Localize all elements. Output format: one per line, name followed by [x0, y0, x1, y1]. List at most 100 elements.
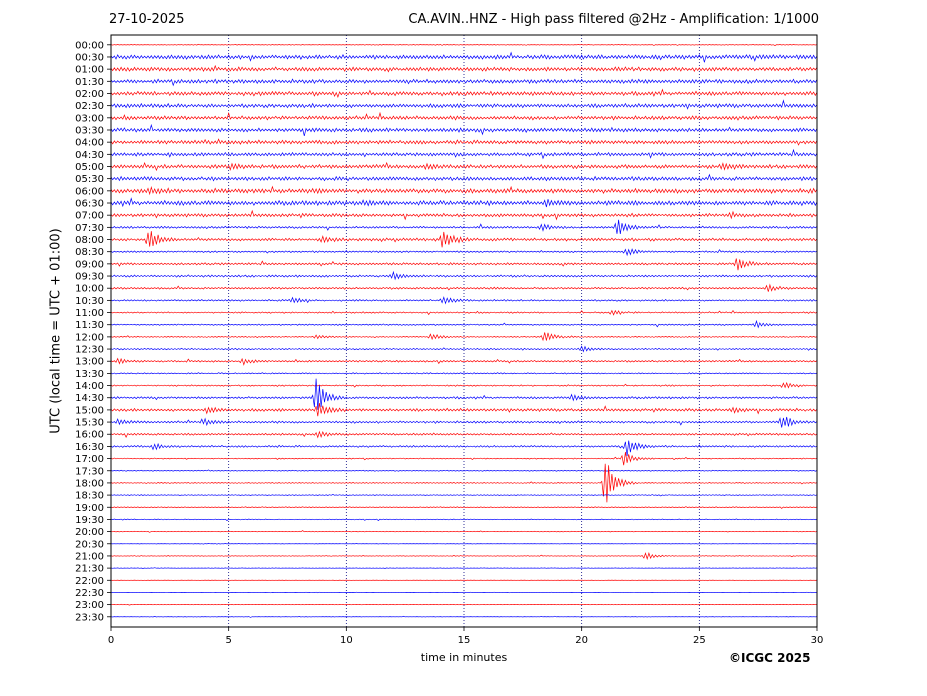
- y-tick-label: 18:00: [75, 478, 104, 489]
- y-tick-label: 19:30: [75, 515, 104, 526]
- trace-row: [110, 123, 818, 136]
- x-ticks: 0 5 10 15 20 25 30: [108, 627, 824, 646]
- y-tick-label: 23:00: [75, 600, 104, 611]
- trace-row: [110, 416, 818, 428]
- y-tick-label: 02:00: [75, 89, 104, 100]
- trace-row: [110, 88, 818, 99]
- y-tick-label: 21:30: [75, 564, 104, 575]
- y-tick-label: 11:00: [75, 308, 104, 319]
- y-tick-label: 20:30: [75, 539, 104, 550]
- trace-row: [110, 381, 818, 389]
- trace-row: [110, 111, 818, 121]
- y-tick-label: 10:00: [75, 284, 104, 295]
- y-tick-label: 08:30: [75, 247, 104, 258]
- trace-row: [110, 270, 818, 281]
- y-tick-label: 22:30: [75, 588, 104, 599]
- trace-row: [110, 248, 818, 257]
- y-tick-label: 05:00: [75, 162, 104, 173]
- trace-row: [110, 402, 818, 417]
- trace-row: [110, 209, 818, 221]
- trace-row: [110, 372, 818, 375]
- trace-row: [110, 543, 818, 545]
- y-tick-label: 14:30: [75, 393, 104, 404]
- y-tick-label: 07:00: [75, 211, 104, 222]
- trace-row: [110, 530, 818, 533]
- trace-row: [110, 283, 818, 292]
- x-tick-label: 30: [811, 635, 824, 646]
- y-tick-label: 05:30: [75, 174, 104, 185]
- trace-row: [110, 64, 818, 73]
- trace-row: [110, 43, 818, 47]
- y-tick-label: 12:00: [75, 332, 104, 343]
- y-tick-label: 18:30: [75, 491, 104, 502]
- y-tick-label: 03:30: [75, 125, 104, 136]
- y-tick-label: 08:00: [75, 235, 104, 246]
- trace-row: [110, 440, 818, 457]
- trace-row: [110, 506, 818, 509]
- x-tick-label: 0: [108, 635, 114, 646]
- trace-row: [110, 219, 818, 235]
- y-tick-label: 01:00: [75, 65, 104, 76]
- trace-row: [110, 345, 818, 353]
- trace-row: [110, 591, 818, 594]
- x-axis-label: time in minutes: [420, 651, 508, 664]
- y-tick-label: 15:30: [75, 418, 104, 429]
- x-tick-label: 5: [225, 635, 231, 646]
- trace-row: [110, 161, 818, 172]
- trace-row: [110, 469, 818, 472]
- trace-rows: [110, 43, 818, 618]
- y-tick-label: 09:00: [75, 259, 104, 270]
- y-tick-label: 02:30: [75, 101, 104, 112]
- y-tick-label: 13:00: [75, 357, 104, 368]
- y-tick-label: 06:00: [75, 186, 104, 197]
- y-tick-label: 17:00: [75, 454, 104, 465]
- trace-row: [110, 567, 818, 569]
- trace-row: [110, 185, 818, 196]
- trace-row: [110, 579, 818, 582]
- x-tick-label: 10: [340, 635, 353, 646]
- y-tick-label: 01:30: [75, 77, 104, 88]
- plot-area: [111, 35, 817, 627]
- x-tick-label: 20: [575, 635, 588, 646]
- trace-row: [110, 357, 818, 366]
- y-tick-label: 13:30: [75, 369, 104, 380]
- y-tick-label: 22:00: [75, 576, 104, 587]
- trace-row: [110, 51, 818, 63]
- y-tick-label: 04:00: [75, 138, 104, 149]
- trace-row: [110, 197, 818, 208]
- y-tick-label: 21:00: [75, 551, 104, 562]
- trace-row: [110, 258, 818, 271]
- y-tick-label: 23:30: [75, 612, 104, 623]
- y-tick-label: 00:00: [75, 40, 104, 51]
- trace-row: [110, 615, 818, 618]
- y-tick-label: 04:30: [75, 150, 104, 161]
- trace-row: [110, 309, 818, 316]
- trace-row: [110, 173, 818, 182]
- y-tick-label: 16:30: [75, 442, 104, 453]
- trace-row: [110, 603, 818, 606]
- trace-row: [110, 518, 818, 521]
- y-tick-label: 14:00: [75, 381, 104, 392]
- y-tick-label: 07:30: [75, 223, 104, 234]
- x-tick-label: 25: [693, 635, 706, 646]
- trace-row: [110, 319, 818, 329]
- trace-row: [110, 452, 818, 466]
- y-tick-label: 00:30: [75, 52, 104, 63]
- y-tick-label: 11:30: [75, 320, 104, 331]
- trace-row: [110, 148, 818, 160]
- chart-title: CA.AVIN..HNZ - High pass filtered @2Hz -…: [408, 12, 819, 27]
- trace-row: [110, 494, 818, 497]
- copyright-notice: ©ICGC 2025: [729, 651, 811, 665]
- trace-row: [110, 332, 818, 342]
- y-tick-label: 06:30: [75, 199, 104, 210]
- trace-row: [110, 552, 818, 561]
- y-tick-label: 16:00: [75, 430, 104, 441]
- y-tick-label: 20:00: [75, 527, 104, 538]
- trace-row: [110, 138, 818, 146]
- trace-row: [110, 296, 818, 305]
- y-tick-label: 09:30: [75, 272, 104, 283]
- y-tick-label: 15:00: [75, 405, 104, 416]
- trace-row: [110, 78, 818, 87]
